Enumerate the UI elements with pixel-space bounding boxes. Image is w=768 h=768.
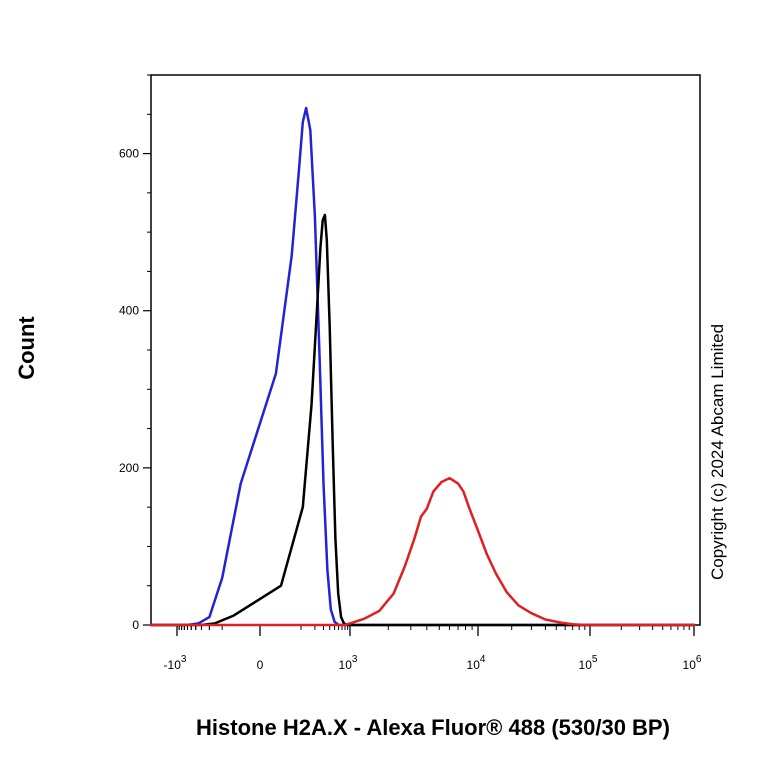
y-tick-label: 600 [119, 147, 139, 161]
y-axis-ticks: 0 200 400 600 [119, 147, 151, 632]
y-axis-title: Count [14, 316, 39, 380]
x-axis-ticks: -103 0 103 104 105 106 [164, 625, 702, 672]
x-tick-label: 106 [683, 654, 702, 672]
x-tick-label: 105 [579, 654, 598, 672]
x-tick-label: -103 [164, 654, 187, 672]
copyright-notice: Copyright (c) 2024 Abcam Limited [708, 324, 727, 580]
x-tick-label: 104 [467, 654, 486, 672]
x-tick-label: 0 [257, 658, 264, 672]
histogram-series-line-2 [149, 213, 696, 627]
y-tick-label: 400 [119, 304, 139, 318]
histogram-series-line-3 [149, 476, 696, 627]
x-axis-title: Histone H2A.X - Alexa Fluor® 488 (530/30… [196, 715, 670, 740]
histogram-series [149, 106, 696, 627]
histogram-series-line-1 [149, 106, 696, 627]
y-tick-label: 200 [119, 461, 139, 475]
y-tick-label: 0 [132, 618, 139, 632]
x-tick-label: 103 [339, 654, 358, 672]
plot-frame [150, 74, 701, 626]
y-minor-ticks [147, 74, 151, 587]
